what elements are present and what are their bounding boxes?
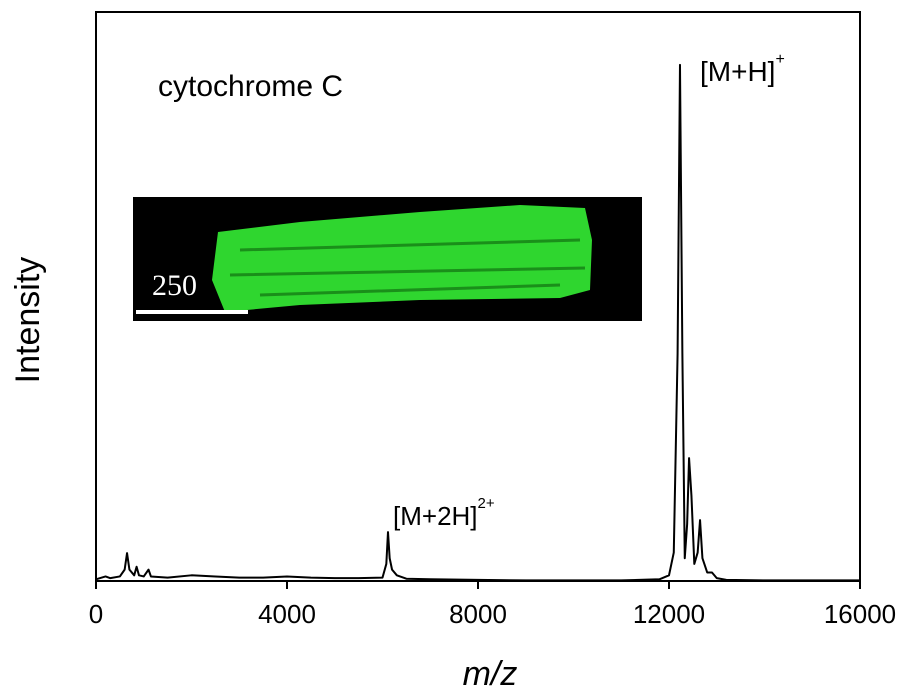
annotation: cytochrome C [158, 70, 343, 103]
x-tick-label: 8000 [449, 599, 507, 629]
chart: cytochrome C [M+H]+ [M+2H]2+ 250 m/z Int… [0, 0, 905, 693]
annotation-sup: + [775, 51, 784, 68]
page: {"chart_data": {"type": "line", "x_label… [0, 0, 905, 693]
scale-label: 250 [152, 269, 197, 302]
annotation: [M+H]+ [700, 51, 785, 87]
x-tick-label: 0 [89, 599, 103, 629]
x-tick-label: 12000 [633, 599, 705, 629]
x-tick-label: 16000 [824, 599, 896, 629]
annotation-sup: 2+ [478, 495, 495, 512]
x-tick-label: 4000 [258, 599, 316, 629]
y-axis-label: Intensity [9, 257, 47, 384]
annotation-text: [M+2H] [393, 501, 478, 531]
annotation: [M+2H]2+ [393, 495, 495, 531]
annotation-text: [M+H] [700, 56, 775, 87]
inset-image: 250 [133, 197, 642, 321]
x-axis-label: m/z [463, 655, 518, 693]
